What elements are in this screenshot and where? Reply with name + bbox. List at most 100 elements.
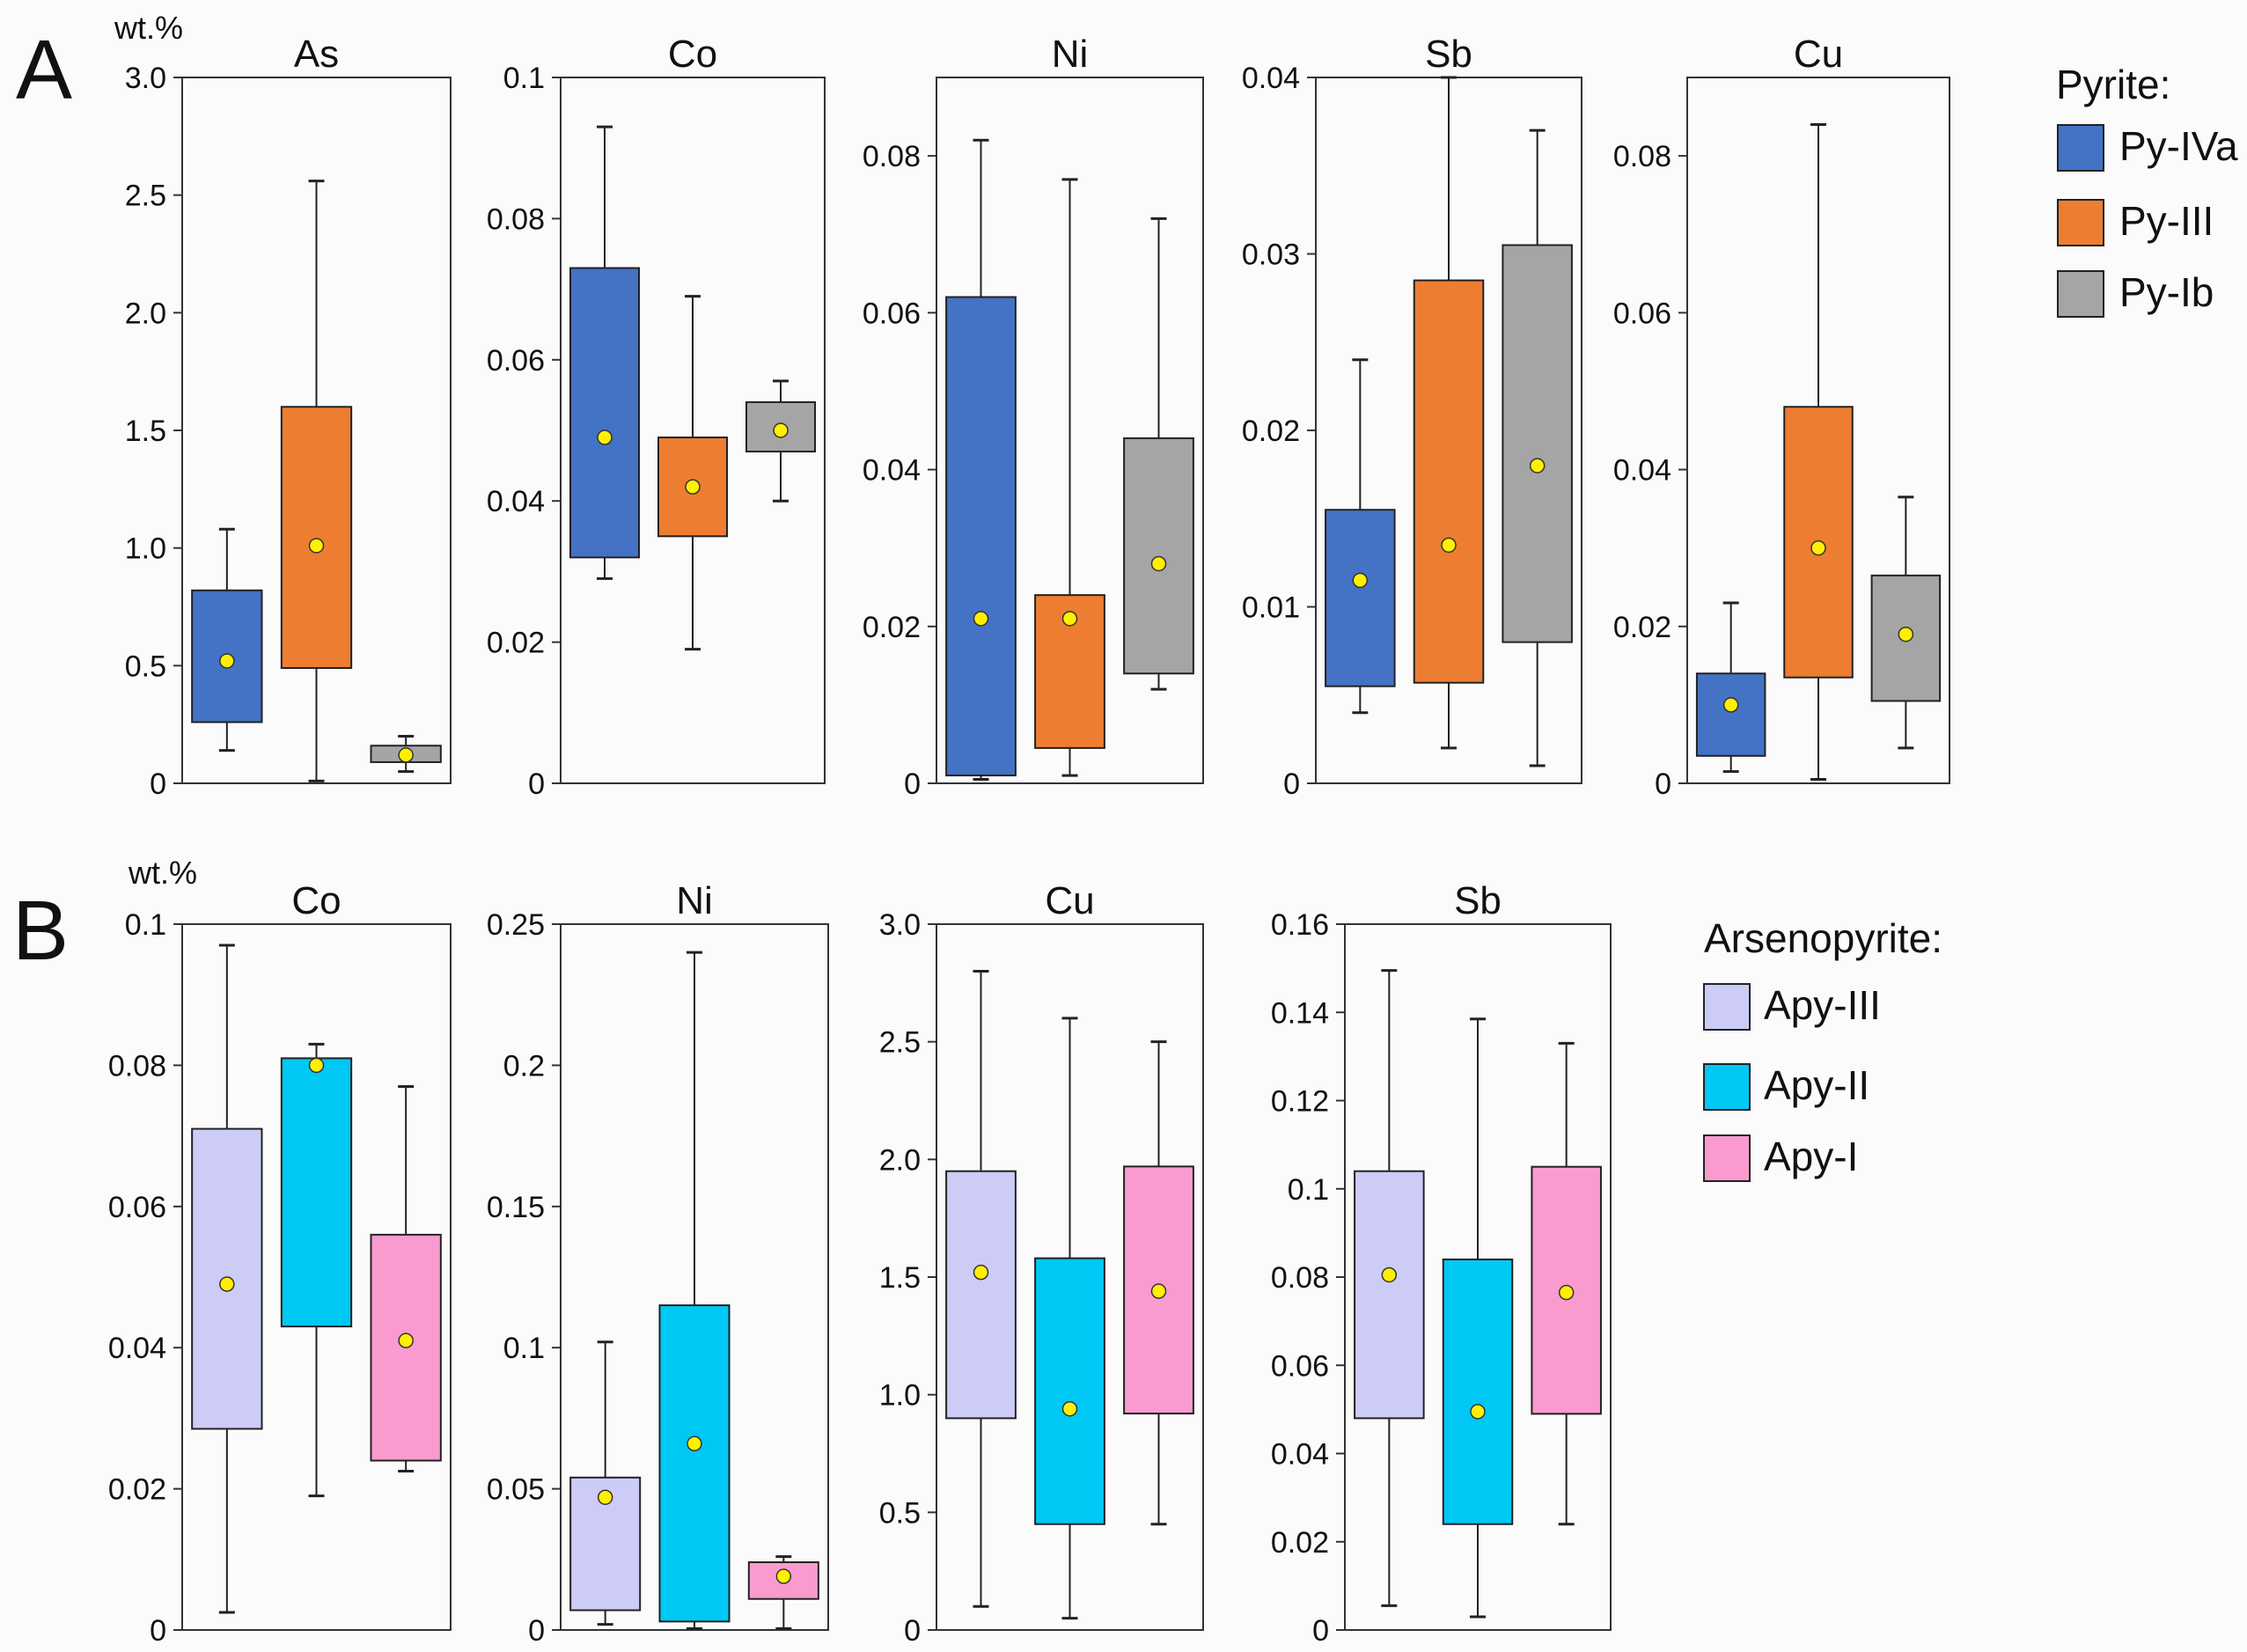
unit-label: wt.% [114, 10, 183, 46]
mean-marker [973, 611, 989, 627]
box-Apy-I [370, 1084, 442, 1473]
box-Py-Ib [1502, 128, 1573, 767]
y-tick-label: 2.5 [125, 180, 166, 213]
iqr-box [280, 406, 353, 670]
y-tick-label: 0.12 [1271, 1085, 1329, 1119]
section-label-A: A [16, 23, 72, 117]
iqr-box [945, 1170, 1017, 1420]
box-Py-III [1783, 122, 1854, 782]
box-Apy-II [1442, 1017, 1514, 1619]
panel-title: Sb [1454, 879, 1502, 922]
panel-B-Co: Co 0 0.02 0.04 0.06 0.08 0.1 [108, 879, 452, 1648]
mean-marker [597, 430, 613, 445]
iqr-box [1413, 279, 1485, 684]
legend-B: Arsenopyrite: Apy-III Apy-II Apy-I [1703, 915, 1942, 1182]
y-tick-label: 2.5 [879, 1026, 921, 1060]
y-tick-label: 0.08 [863, 140, 921, 173]
panel-A-Cu: Cu 0 0.02 0.04 0.06 0.08 [1613, 33, 1950, 801]
y-tick-label: 2.0 [879, 1143, 921, 1177]
y-tick-label: 0.03 [1242, 239, 1300, 272]
mean-marker [1470, 1404, 1486, 1420]
y-tick-label: 0.1 [503, 1332, 545, 1365]
legend-title: Arsenopyrite: [1704, 915, 1942, 961]
y-tick-label: 0.06 [1271, 1349, 1329, 1383]
y-tick-label: 0.02 [108, 1473, 166, 1507]
y-tick-label: 0 [904, 1614, 921, 1648]
y-tick-label: 1.0 [125, 532, 166, 566]
y-tick-label: 0.02 [1613, 611, 1671, 644]
y-tick-label: 1.5 [879, 1261, 921, 1295]
y-tick-label: 0.08 [487, 202, 545, 236]
mean-marker [597, 1489, 613, 1505]
legend-label-Apy-I: Apy-I [1764, 1134, 1858, 1179]
y-tick-label: 0.02 [1242, 415, 1300, 448]
iqr-box [1354, 1170, 1425, 1420]
iqr-box [1123, 437, 1194, 675]
y-tick-label: 0.14 [1271, 996, 1329, 1030]
box-Py-III [657, 295, 728, 651]
iqr-box [280, 1057, 353, 1328]
mean-marker [1381, 1267, 1398, 1283]
box-Apy-I [1123, 1040, 1194, 1526]
y-tick-label: 0.25 [487, 908, 545, 942]
mean-marker [1810, 540, 1826, 556]
mean-marker [1441, 537, 1457, 554]
y-tick-label: 0.06 [1613, 297, 1671, 330]
panel-B-Sb: Sb 0 0.02 0.04 0.06 0.08 0.1 0.12 0.14 0.16 [1271, 879, 1612, 1648]
box-Apy-II [1034, 1017, 1105, 1620]
panel-title: Sb [1425, 33, 1472, 76]
y-tick-label: 0.06 [863, 297, 921, 330]
y-tick-label: 3.0 [125, 62, 166, 95]
panel-title: Ni [676, 879, 713, 922]
legend-swatch-Py-Ib [2057, 270, 2104, 318]
panel-A-Sb: Sb 0 0.01 0.02 0.03 0.04 [1242, 33, 1582, 801]
y-tick-label: 0.04 [1242, 62, 1300, 95]
panel-title: Co [668, 33, 717, 76]
y-tick-label: 1.5 [125, 415, 166, 448]
box-Py-IVa [1695, 601, 1766, 774]
panel-title: Ni [1052, 33, 1089, 76]
legend-swatch-Apy-I [1703, 1134, 1751, 1182]
panel-A-Co: Co 0 0.02 0.04 0.06 0.08 0.1 [487, 33, 826, 801]
box-Py-Ib [745, 379, 816, 503]
iqr-box [1502, 244, 1573, 643]
legend-label-Py-Ib: Py-Ib [2119, 269, 2214, 315]
y-tick-label: 0.1 [125, 908, 166, 942]
y-tick-label: 0 [1655, 767, 1671, 801]
panel-title: As [294, 33, 339, 76]
box-Apy-II [658, 951, 731, 1630]
y-tick-label: 0.1 [503, 62, 545, 95]
mean-marker [398, 747, 414, 763]
box-Apy-III [945, 969, 1017, 1608]
iqr-box [569, 267, 640, 559]
y-tick-label: 0.1 [1288, 1173, 1329, 1207]
mean-marker [1150, 1283, 1167, 1299]
panel-title: Co [291, 879, 341, 922]
mean-marker [308, 538, 325, 554]
mean-marker [1558, 1284, 1575, 1301]
mean-marker [1061, 1400, 1078, 1417]
y-tick-label: 0.5 [125, 650, 166, 683]
y-tick-label: 0.08 [1613, 140, 1671, 173]
y-tick-label: 0.08 [108, 1049, 166, 1083]
y-tick-label: 0.06 [108, 1191, 166, 1224]
mean-marker [1722, 697, 1739, 713]
mean-marker [685, 479, 701, 495]
box-Py-Ib [1123, 217, 1194, 691]
y-tick-label: 0.02 [863, 611, 921, 644]
mean-marker [219, 1276, 235, 1292]
y-tick-label: 0.04 [1613, 454, 1671, 488]
y-tick-label: 0 [904, 767, 921, 801]
y-tick-label: 0 [528, 1614, 545, 1648]
legend-label-Apy-II: Apy-II [1764, 1062, 1869, 1108]
iqr-box [1442, 1258, 1514, 1525]
panel-B-Ni: Ni 0 0.05 0.1 0.15 0.2 0.25 [487, 879, 829, 1648]
box-Py-III [280, 180, 353, 782]
legend-label-Apy-III: Apy-III [1764, 982, 1881, 1028]
y-tick-label: 0.16 [1271, 908, 1329, 942]
legend-swatch-Py-IVa [2057, 124, 2104, 172]
mean-marker [1150, 555, 1167, 572]
section-label-B: B [12, 884, 69, 978]
legend-label-Py-IVa: Py-IVa [2119, 123, 2238, 169]
box-Py-IVa [569, 125, 640, 580]
